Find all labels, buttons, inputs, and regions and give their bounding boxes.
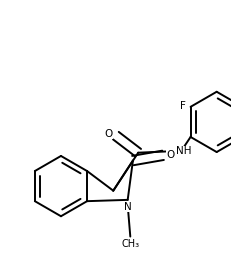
Text: CH₃: CH₃	[121, 239, 139, 249]
Text: O: O	[166, 150, 174, 160]
Text: F: F	[179, 100, 185, 110]
Text: N: N	[123, 202, 131, 212]
Text: O: O	[104, 129, 112, 139]
Text: NH: NH	[175, 146, 191, 156]
